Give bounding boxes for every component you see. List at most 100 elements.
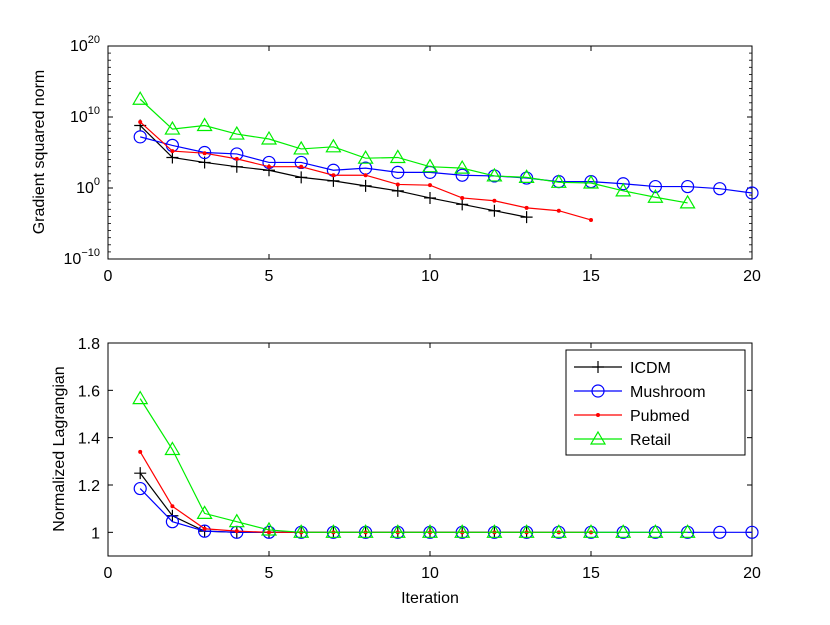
gradient-norm-ylabel: Gradient squared norm: [31, 70, 48, 235]
data-point-pubmed: [331, 173, 336, 178]
lagrangian-ytick-label: 1.4: [78, 431, 100, 448]
series-pubmed-top: [138, 119, 593, 222]
lagrangian-ylabel: Normalized Lagrangian: [51, 366, 68, 531]
data-point-pubmed: [267, 164, 271, 169]
lagrangian-ytick-label: 1.6: [78, 383, 100, 400]
iteration-xlabel: Iteration: [401, 590, 459, 607]
gradient-norm-xtick-label: 0: [104, 268, 113, 285]
data-point-retail: [486, 167, 503, 182]
data-point-mushroom: [198, 524, 212, 538]
lagrangian-xtick-label: 15: [582, 565, 600, 582]
data-point-retail: [421, 524, 439, 538]
data-point-retail: [325, 138, 342, 153]
data-point-mushroom: [648, 179, 663, 194]
lagrangian-ytick-label: 1.2: [78, 478, 100, 495]
data-point-retail: [518, 524, 535, 538]
data-point-retail: [582, 524, 600, 538]
legend-label-mushroom: Mushroom: [630, 384, 706, 401]
data-point-icdm: [488, 204, 501, 217]
data-point-retail: [132, 91, 149, 105]
data-point-retail: [679, 194, 696, 209]
data-point-retail: [228, 125, 245, 140]
data-point-retail: [454, 159, 471, 174]
series-retail-top: [132, 91, 696, 209]
data-point-pubmed: [524, 205, 529, 210]
legend-marker-retail: [589, 430, 607, 445]
gradient-norm-panel: 0 5 10 15 20 10−10 100 1010 1020 Gradient square…: [31, 34, 761, 285]
data-point-retail: [389, 524, 406, 538]
lagrangian-ticks: 0 5 10 15 20 1 1.2 1.4 1.6 1.8: [78, 336, 761, 582]
gradient-norm-xtick-label: 10: [421, 268, 439, 285]
gradient-norm-xtick-label: 5: [265, 268, 274, 285]
data-point-retail: [325, 524, 342, 538]
data-point-pubmed: [170, 149, 175, 154]
data-point-mushroom: [713, 525, 727, 539]
data-point-retail: [518, 169, 535, 183]
data-point-mushroom: [616, 177, 630, 191]
gradient-norm-ytick-label: 100: [76, 176, 100, 197]
data-point-retail: [486, 524, 503, 538]
data-point-retail: [454, 524, 471, 538]
gradient-norm-xtick-label: 20: [743, 268, 761, 285]
data-point-icdm: [456, 198, 469, 211]
data-point-retail: [550, 174, 567, 188]
data-point-pubmed: [234, 156, 239, 161]
gradient-norm-series: [132, 91, 759, 224]
gradient-norm-ytick-label: 1010: [70, 105, 100, 126]
lagrangian-ytick-label: 1: [91, 525, 100, 542]
data-point-retail: [164, 120, 181, 135]
data-point-pubmed: [267, 530, 271, 535]
lagrangian-xtick-label: 20: [743, 565, 761, 582]
data-point-retail: [164, 441, 181, 456]
data-point-retail: [357, 149, 374, 164]
data-point-pubmed: [202, 151, 207, 156]
lagrangian-panel: 0 5 10 15 20 1 1.2 1.4 1.6 1.8 Normalized Lagrang…: [51, 336, 761, 607]
gradient-norm-ytick-label: 10−10: [64, 247, 100, 268]
data-point-mushroom: [745, 525, 759, 539]
data-point-mushroom: [745, 186, 759, 200]
data-point-mushroom: [165, 515, 179, 529]
data-point-icdm: [230, 160, 243, 173]
gradient-norm-ticks: 0 5 10 15 20 10−10 100 1010 1020: [64, 34, 761, 285]
legend-marker-icdm: [592, 361, 604, 373]
legend-marker-pubmed: [596, 413, 600, 417]
data-point-mushroom: [133, 130, 147, 144]
data-point-icdm: [359, 179, 372, 192]
data-point-pubmed: [395, 182, 400, 187]
series-retail-bottom: [132, 390, 696, 538]
gradient-norm-ytick-label: 1020: [70, 34, 100, 55]
data-point-mushroom: [713, 182, 727, 196]
data-point-retail: [293, 524, 310, 538]
data-point-retail: [615, 182, 632, 197]
legend-entry-pubmed: Pubmed: [574, 408, 690, 425]
legend-entry-mushroom: Mushroom: [574, 384, 706, 401]
data-point-mushroom: [680, 179, 695, 194]
data-point-retail: [647, 524, 664, 538]
lagrangian-ytick-label: 1.8: [78, 336, 100, 353]
data-point-retail: [582, 174, 600, 189]
data-point-retail: [228, 513, 245, 528]
data-point-pubmed: [234, 529, 239, 534]
data-point-retail: [293, 140, 310, 155]
data-point-pubmed: [202, 526, 207, 531]
legend-entry-retail: Retail: [574, 430, 671, 449]
data-point-pubmed: [492, 198, 497, 203]
data-point-retail: [550, 524, 567, 538]
data-point-retail: [647, 189, 664, 203]
data-point-pubmed: [556, 208, 561, 213]
legend: ICDM Mushroom Pubmed Retail: [565, 349, 746, 456]
data-point-retail: [389, 149, 406, 164]
data-point-retail: [679, 524, 696, 538]
data-point-icdm: [166, 151, 179, 164]
data-point-pubmed: [138, 119, 143, 124]
legend-marker-mushroom: [591, 384, 605, 398]
data-point-pubmed: [428, 183, 432, 188]
legend-label-icdm: ICDM: [630, 360, 671, 377]
data-point-icdm: [134, 467, 147, 480]
legend-entry-icdm: ICDM: [574, 360, 671, 377]
data-point-icdm: [295, 171, 308, 184]
series-line-retail: [139, 398, 688, 533]
data-point-icdm: [520, 211, 533, 224]
data-point-retail: [260, 521, 278, 536]
lagrangian-xtick-label: 0: [104, 565, 113, 582]
